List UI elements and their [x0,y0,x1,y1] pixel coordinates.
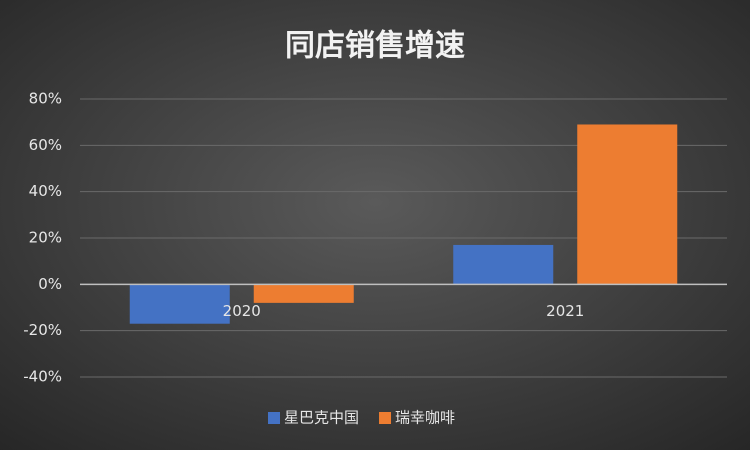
y-tick-label: 20% [29,229,62,247]
y-tick-label: -20% [23,321,62,339]
y-tick-label: 0% [38,275,62,293]
y-tick-label: 40% [29,182,62,200]
x-tick-label: 2021 [546,302,584,320]
legend-label: 星巴克中国 [284,409,359,427]
bar [453,244,554,285]
legend-swatch [268,412,280,424]
legend-swatch [379,412,392,424]
bar [253,284,354,303]
chart-title: 同店销售增速 [285,29,465,64]
y-tick-label: -40% [23,368,62,386]
legend-label: 瑞幸咖啡 [395,409,455,427]
x-tick-label: 2020 [223,302,261,320]
bar [577,124,678,285]
y-tick-label: 80% [29,90,62,108]
y-tick-label: 60% [29,136,62,154]
bar [129,284,230,324]
